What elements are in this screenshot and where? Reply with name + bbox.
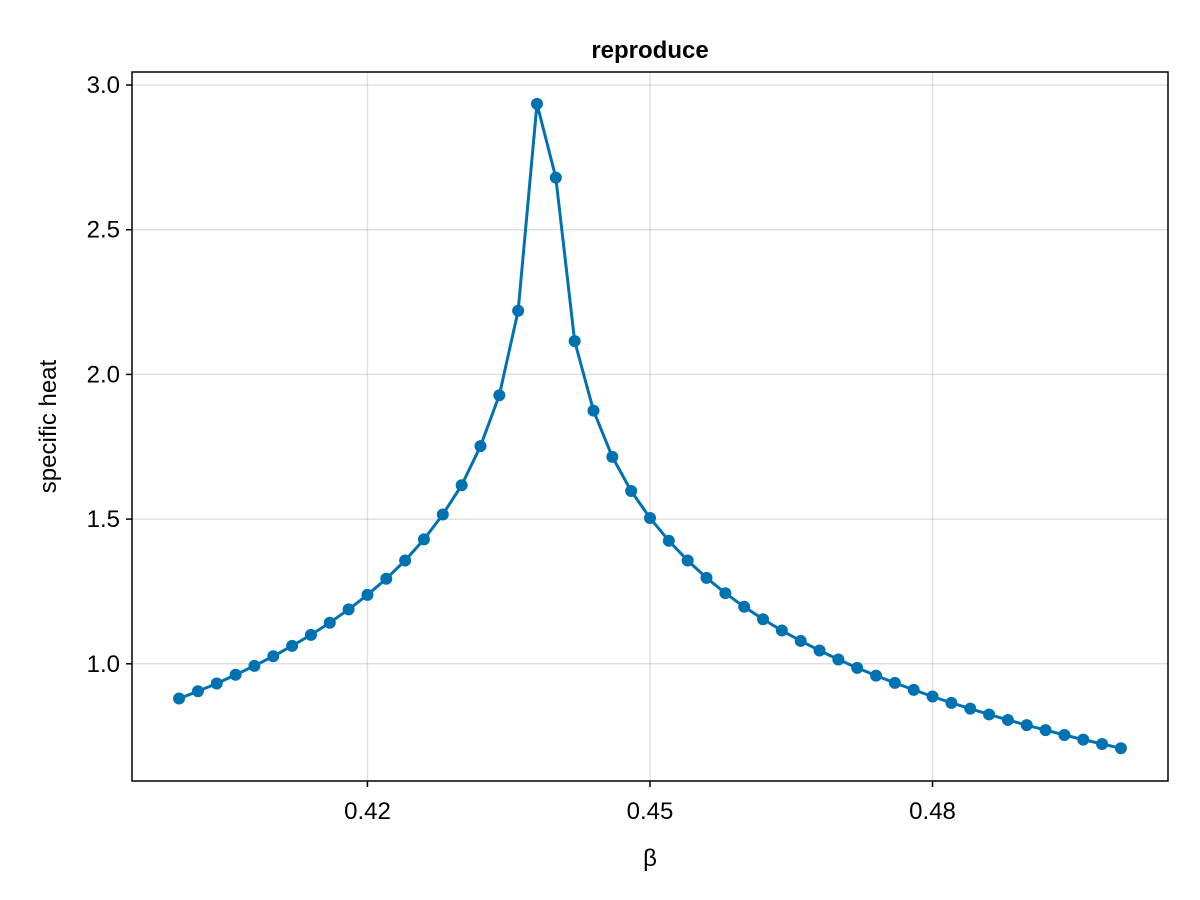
chart-title: reproduce [591,37,708,64]
data-point [1077,733,1090,746]
data-point [191,685,204,698]
data-point [587,404,600,417]
data-point [493,389,506,402]
data-point [474,440,487,453]
data-point [304,628,317,641]
data-point [719,587,732,600]
data-point [173,692,186,705]
data-point [286,639,299,652]
data-point [870,669,883,682]
data-point [606,450,619,463]
data-point [380,572,393,585]
data-point [530,97,543,110]
data-point [983,708,996,721]
ticks: 0.42 0.45 0.48 1.0 1.5 2.0 2.5 3.0 [87,72,956,825]
data-point [945,696,958,709]
data-point [1001,713,1014,726]
data-point [512,304,525,317]
data-point [455,479,468,492]
data-point [775,624,788,637]
data-point [738,600,751,613]
data-point [662,534,675,547]
data-point [549,171,562,184]
y-tick-label: 3.0 [87,72,120,99]
y-tick-label: 2.0 [87,361,120,388]
data-point [1058,728,1071,741]
x-tick-label: 0.42 [344,798,391,825]
data-point [964,702,977,715]
data-point [700,571,713,584]
data-point [1039,724,1052,737]
data-point [926,690,939,703]
data-point [757,613,770,626]
data-point [1020,719,1033,732]
data-point [832,653,845,666]
data-point [644,511,656,524]
data-point [210,677,223,690]
data-point [813,644,826,657]
y-tick-label: 1.0 [87,651,120,678]
data-point [1114,742,1127,755]
y-tick-label: 2.5 [87,217,120,244]
data-point [1096,737,1109,750]
data-point [248,659,261,672]
x-axis-label: β [643,845,657,872]
data-point [399,554,412,567]
data-point [267,650,280,663]
data-point [229,668,242,681]
data-point [568,335,581,348]
y-axis-label: specific heat [35,359,62,493]
data-point [907,683,920,696]
data-point [361,588,374,601]
x-tick-label: 0.48 [909,798,956,825]
data-point [851,661,864,674]
data-point [888,676,901,689]
x-tick-label: 0.45 [627,798,674,825]
series-layer [173,97,1127,755]
data-point [681,554,694,567]
data-point [323,616,336,629]
y-tick-label: 1.5 [87,506,120,533]
data-point [417,533,430,546]
data-point [625,485,638,498]
data-point [794,634,807,647]
data-point [342,603,355,616]
data-point [436,508,449,521]
